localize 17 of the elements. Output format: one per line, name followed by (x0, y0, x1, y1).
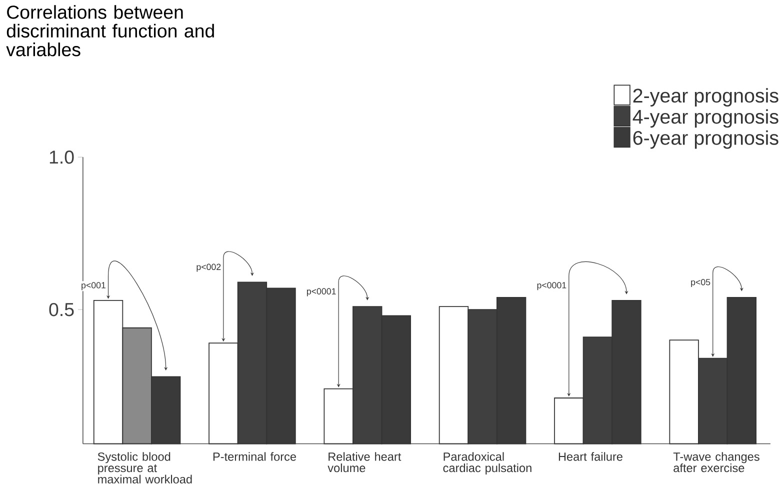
annotation: p<001 (82, 282, 106, 290)
x-tick-label: Relative heart volume (328, 452, 402, 472)
annotation: p<002 (196, 264, 221, 272)
legend-label: 4-year prognosis (632, 109, 778, 128)
annotation: p<0001 (306, 288, 336, 296)
y-tick-label: 0.5 (49, 303, 74, 316)
legend-label: 2-year prognosis (633, 88, 778, 107)
x-tick-label: Systolic blood pressure at maximal workload (98, 452, 192, 484)
annotation: p<05 (691, 279, 710, 288)
x-tick-label: T-wave changes after exercise (673, 452, 760, 472)
x-tick-label: Heart failure (558, 452, 622, 461)
x-tick-label: Paradoxical cardiac pulsation (443, 452, 532, 475)
x-tick-label: P-terminal force (213, 452, 296, 461)
chart-title: Correlations between discriminant function and variables (6, 5, 214, 56)
legend-label: 6-year prognosis (633, 130, 778, 149)
annotation: p<0001 (537, 282, 566, 290)
y-tick-label: 1.0 (50, 150, 74, 164)
